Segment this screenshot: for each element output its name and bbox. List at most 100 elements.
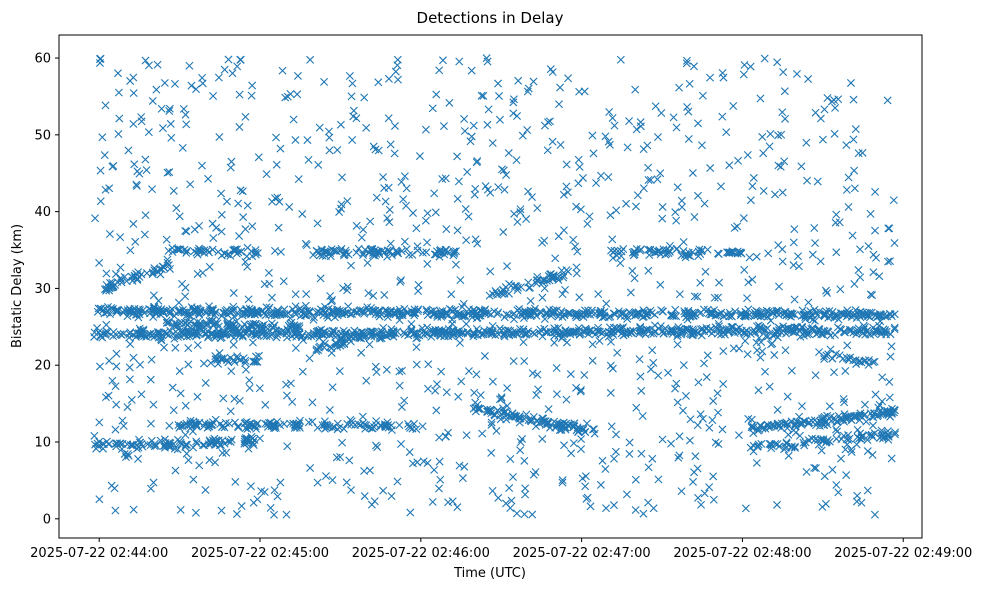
data-point-band-27km xyxy=(484,309,493,318)
data-point xyxy=(343,286,352,295)
data-point-band-35km xyxy=(230,246,239,255)
data-point xyxy=(462,319,471,328)
data-point xyxy=(866,209,875,218)
data-point xyxy=(632,125,641,134)
data-point xyxy=(219,394,228,403)
data-point-band-14-11km xyxy=(516,414,525,423)
data-point xyxy=(841,445,850,454)
data-point-band-10km-e xyxy=(891,430,899,439)
data-point xyxy=(656,280,665,289)
data-point xyxy=(487,448,496,457)
data-point xyxy=(396,277,405,286)
data-point-band-12km-a xyxy=(286,419,295,428)
data-point xyxy=(853,491,862,500)
data-point-band-10km-b xyxy=(146,441,155,450)
data-point-band-27km xyxy=(616,312,625,320)
data-point xyxy=(245,376,254,385)
data-point-band-14-11km xyxy=(588,425,597,434)
data-point xyxy=(756,353,765,362)
data-point xyxy=(454,177,463,186)
data-point xyxy=(572,263,581,272)
data-point xyxy=(765,382,774,391)
data-point-band-24km xyxy=(618,324,627,333)
data-point xyxy=(217,506,226,515)
data-point xyxy=(198,268,207,277)
data-point xyxy=(129,89,138,98)
data-point xyxy=(148,185,157,194)
data-point-band-27km xyxy=(741,312,750,321)
data-point xyxy=(229,340,238,349)
data-point xyxy=(380,184,389,193)
data-point xyxy=(90,431,99,440)
data-point-band-27km xyxy=(623,314,632,323)
data-point-band-27km xyxy=(552,306,561,315)
data-point-band-12-14km xyxy=(754,426,763,435)
data-point xyxy=(673,340,682,349)
data-point xyxy=(759,149,768,158)
data-point xyxy=(283,442,292,451)
data-point xyxy=(308,417,317,426)
data-point xyxy=(759,186,768,195)
data-point xyxy=(506,504,515,513)
data-point xyxy=(127,395,136,404)
data-point-band-10km-c xyxy=(181,440,190,449)
data-point xyxy=(781,114,790,123)
data-point-band-10km-c xyxy=(198,441,207,450)
data-point xyxy=(393,75,402,84)
data-point xyxy=(167,133,176,142)
data-point-band-27km xyxy=(786,312,795,321)
data-point-band-21km-b xyxy=(822,351,831,360)
data-point-band-35km xyxy=(226,251,235,260)
data-point xyxy=(883,96,892,105)
data-point xyxy=(169,406,178,415)
data-point xyxy=(832,210,841,219)
data-point xyxy=(833,427,842,436)
data-point xyxy=(714,293,723,302)
data-point-band-27km xyxy=(596,309,605,317)
data-point-band-25_5km xyxy=(270,321,279,330)
data-point xyxy=(522,215,531,224)
data-point xyxy=(141,56,150,65)
data-point-band-27km xyxy=(685,312,694,321)
data-point-band-27km xyxy=(843,306,852,315)
data-point xyxy=(509,109,518,118)
data-point xyxy=(729,344,738,353)
data-point xyxy=(328,476,337,485)
data-point-band-35km-c xyxy=(607,246,616,255)
data-point-band-10km-b xyxy=(132,444,141,453)
data-point xyxy=(739,70,748,79)
data-point xyxy=(709,495,718,504)
data-point-band-24km xyxy=(262,332,271,341)
data-point-rise-29-32km xyxy=(546,273,555,282)
data-point xyxy=(336,120,345,129)
data-point xyxy=(98,133,107,142)
data-point xyxy=(878,397,887,406)
data-point xyxy=(123,403,132,412)
data-point xyxy=(746,62,755,71)
data-point-band-14-11km xyxy=(508,409,517,418)
data-point-band-24km xyxy=(387,328,396,337)
data-point xyxy=(464,367,473,376)
data-point-band-12km-b xyxy=(395,421,404,430)
data-point xyxy=(710,293,719,302)
data-point xyxy=(562,160,571,169)
data-point xyxy=(851,125,860,134)
data-point xyxy=(308,398,317,407)
data-point xyxy=(400,237,409,246)
data-point-band-27km xyxy=(270,309,279,318)
data-point-band-27km xyxy=(280,305,289,314)
data-point xyxy=(395,367,404,376)
data-point xyxy=(157,104,166,113)
data-point xyxy=(703,351,712,360)
data-point xyxy=(181,430,190,439)
data-point-band-12-14km xyxy=(792,417,801,426)
data-point xyxy=(816,257,825,266)
data-point-band-12-14km xyxy=(797,420,806,429)
data-point xyxy=(454,392,463,401)
data-point xyxy=(885,393,894,402)
data-point xyxy=(675,451,684,460)
data-point-rise-30-33km xyxy=(102,284,111,293)
data-point-band-24km xyxy=(162,330,171,339)
data-point-band-14-11km xyxy=(514,413,523,422)
data-point-band-24km xyxy=(803,330,812,339)
